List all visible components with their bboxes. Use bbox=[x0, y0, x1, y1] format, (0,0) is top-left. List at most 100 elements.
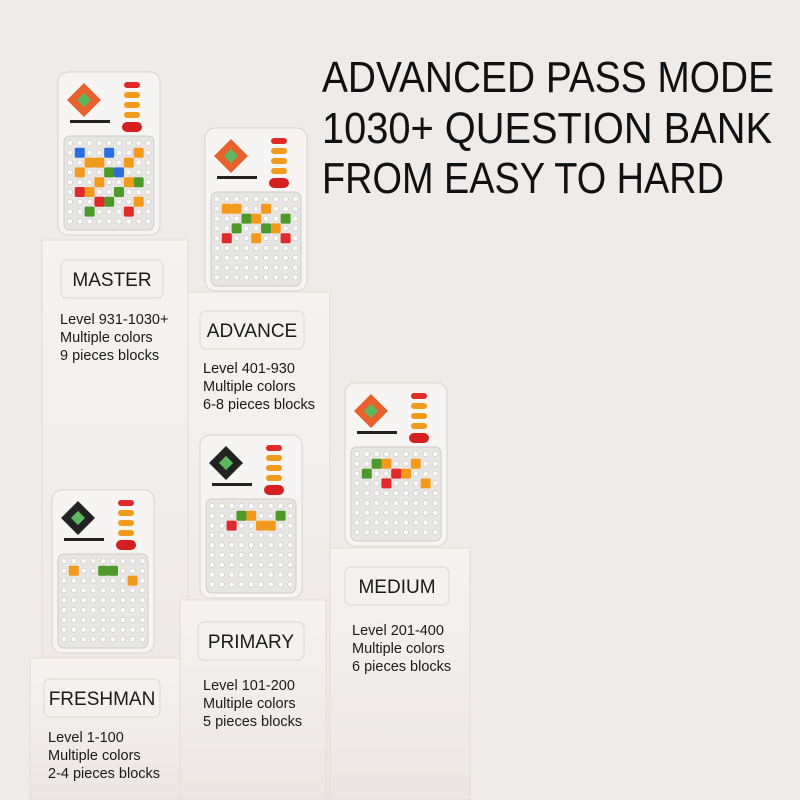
grid-peg bbox=[412, 509, 419, 516]
grid-peg bbox=[214, 264, 220, 271]
grid-peg bbox=[238, 561, 245, 568]
grid-peg bbox=[223, 264, 230, 271]
grid-peg bbox=[277, 561, 284, 568]
level-indicator bbox=[411, 393, 427, 399]
level-indicator bbox=[411, 403, 427, 409]
headline: FROM EASY TO HARD bbox=[322, 154, 724, 203]
grid-peg bbox=[258, 581, 264, 588]
puzzle-block bbox=[261, 223, 271, 234]
device-logo-inner bbox=[223, 148, 239, 164]
grid-peg bbox=[61, 626, 67, 633]
puzzle-block bbox=[84, 187, 95, 197]
grid-peg bbox=[119, 626, 126, 633]
puzzle-block bbox=[391, 468, 402, 479]
grid-peg bbox=[287, 503, 294, 509]
grid-peg bbox=[209, 561, 215, 568]
level-indicator bbox=[271, 148, 287, 154]
grid-peg bbox=[61, 558, 67, 564]
grid-peg bbox=[403, 460, 409, 467]
grid-peg bbox=[393, 460, 400, 467]
grid-peg bbox=[373, 490, 380, 497]
grid-peg bbox=[263, 264, 269, 271]
grid-peg bbox=[412, 529, 419, 536]
grid-peg bbox=[243, 254, 250, 261]
grid-peg bbox=[70, 587, 77, 594]
puzzle-block bbox=[74, 147, 85, 158]
grid-peg bbox=[238, 522, 245, 529]
level-indicator bbox=[271, 168, 287, 174]
grid-peg bbox=[258, 571, 264, 578]
grid-peg bbox=[238, 532, 245, 539]
grid-peg bbox=[354, 470, 360, 477]
grid-peg bbox=[248, 542, 255, 549]
level-indicator bbox=[266, 475, 282, 481]
puzzle-device bbox=[57, 71, 161, 236]
grid-peg bbox=[110, 616, 116, 623]
grid-peg bbox=[116, 179, 122, 186]
grid-peg bbox=[135, 208, 142, 215]
grid-peg bbox=[373, 529, 380, 536]
puzzle-block bbox=[68, 565, 79, 576]
grid-peg bbox=[96, 189, 103, 195]
grid-peg bbox=[292, 274, 299, 281]
grid-peg bbox=[139, 567, 146, 574]
grid-peg bbox=[209, 512, 215, 519]
grid-peg bbox=[80, 626, 87, 633]
grid-peg bbox=[100, 626, 107, 633]
grid-peg bbox=[233, 235, 240, 242]
grid-peg bbox=[61, 597, 67, 604]
grid-peg bbox=[125, 149, 132, 156]
grid-peg bbox=[267, 571, 274, 578]
grid-peg bbox=[96, 149, 103, 156]
grid-peg bbox=[233, 215, 240, 222]
puzzle-block bbox=[104, 196, 115, 207]
level-indicator bbox=[118, 520, 134, 526]
grid-peg bbox=[110, 577, 116, 584]
grid-peg bbox=[145, 218, 152, 225]
grid-peg bbox=[267, 503, 274, 509]
grid-peg bbox=[263, 274, 269, 281]
device-bar bbox=[70, 120, 110, 123]
grid-peg bbox=[228, 581, 235, 588]
level-detail: Level 201-400 bbox=[352, 623, 444, 639]
grid-peg bbox=[119, 636, 126, 643]
grid-peg bbox=[432, 480, 439, 487]
puzzle-block bbox=[381, 458, 392, 469]
puzzle-block bbox=[381, 478, 392, 489]
grid-peg bbox=[354, 519, 360, 526]
grid-peg bbox=[412, 500, 419, 506]
headline: 1030+ QUESTION BANK bbox=[322, 104, 772, 153]
puzzle-block bbox=[280, 213, 291, 224]
grid-peg bbox=[228, 512, 235, 519]
grid-peg bbox=[432, 460, 439, 467]
grid-peg bbox=[248, 552, 255, 558]
grid-peg bbox=[412, 480, 419, 487]
grid-peg bbox=[70, 626, 77, 633]
grid-peg bbox=[292, 235, 299, 242]
device-bar bbox=[217, 176, 257, 179]
grid-peg bbox=[90, 597, 97, 604]
level-labels: MASTER Level 931-1030+ Multiple colors 9 pi… bbox=[43, 259, 451, 782]
puzzle-block bbox=[127, 575, 138, 586]
grid-peg bbox=[70, 577, 77, 584]
puzzle-block bbox=[280, 233, 291, 244]
grid-peg bbox=[80, 636, 87, 643]
grid-peg bbox=[119, 567, 126, 574]
grid-peg bbox=[287, 581, 294, 588]
level-name: ADVANCE bbox=[207, 321, 297, 342]
grid-peg bbox=[67, 179, 73, 186]
grid-peg bbox=[119, 558, 126, 564]
grid-peg bbox=[223, 215, 230, 222]
grid-peg bbox=[373, 480, 380, 487]
grid-peg bbox=[110, 558, 116, 564]
grid-peg bbox=[116, 208, 122, 215]
puzzle-block bbox=[104, 167, 115, 178]
grid-peg bbox=[116, 140, 122, 146]
grid-peg bbox=[277, 581, 284, 588]
grid-peg bbox=[363, 509, 370, 516]
grid-peg bbox=[145, 189, 152, 195]
grid-peg bbox=[248, 571, 255, 578]
grid-peg bbox=[96, 218, 103, 225]
grid-peg bbox=[145, 159, 152, 166]
grid-peg bbox=[403, 519, 409, 526]
